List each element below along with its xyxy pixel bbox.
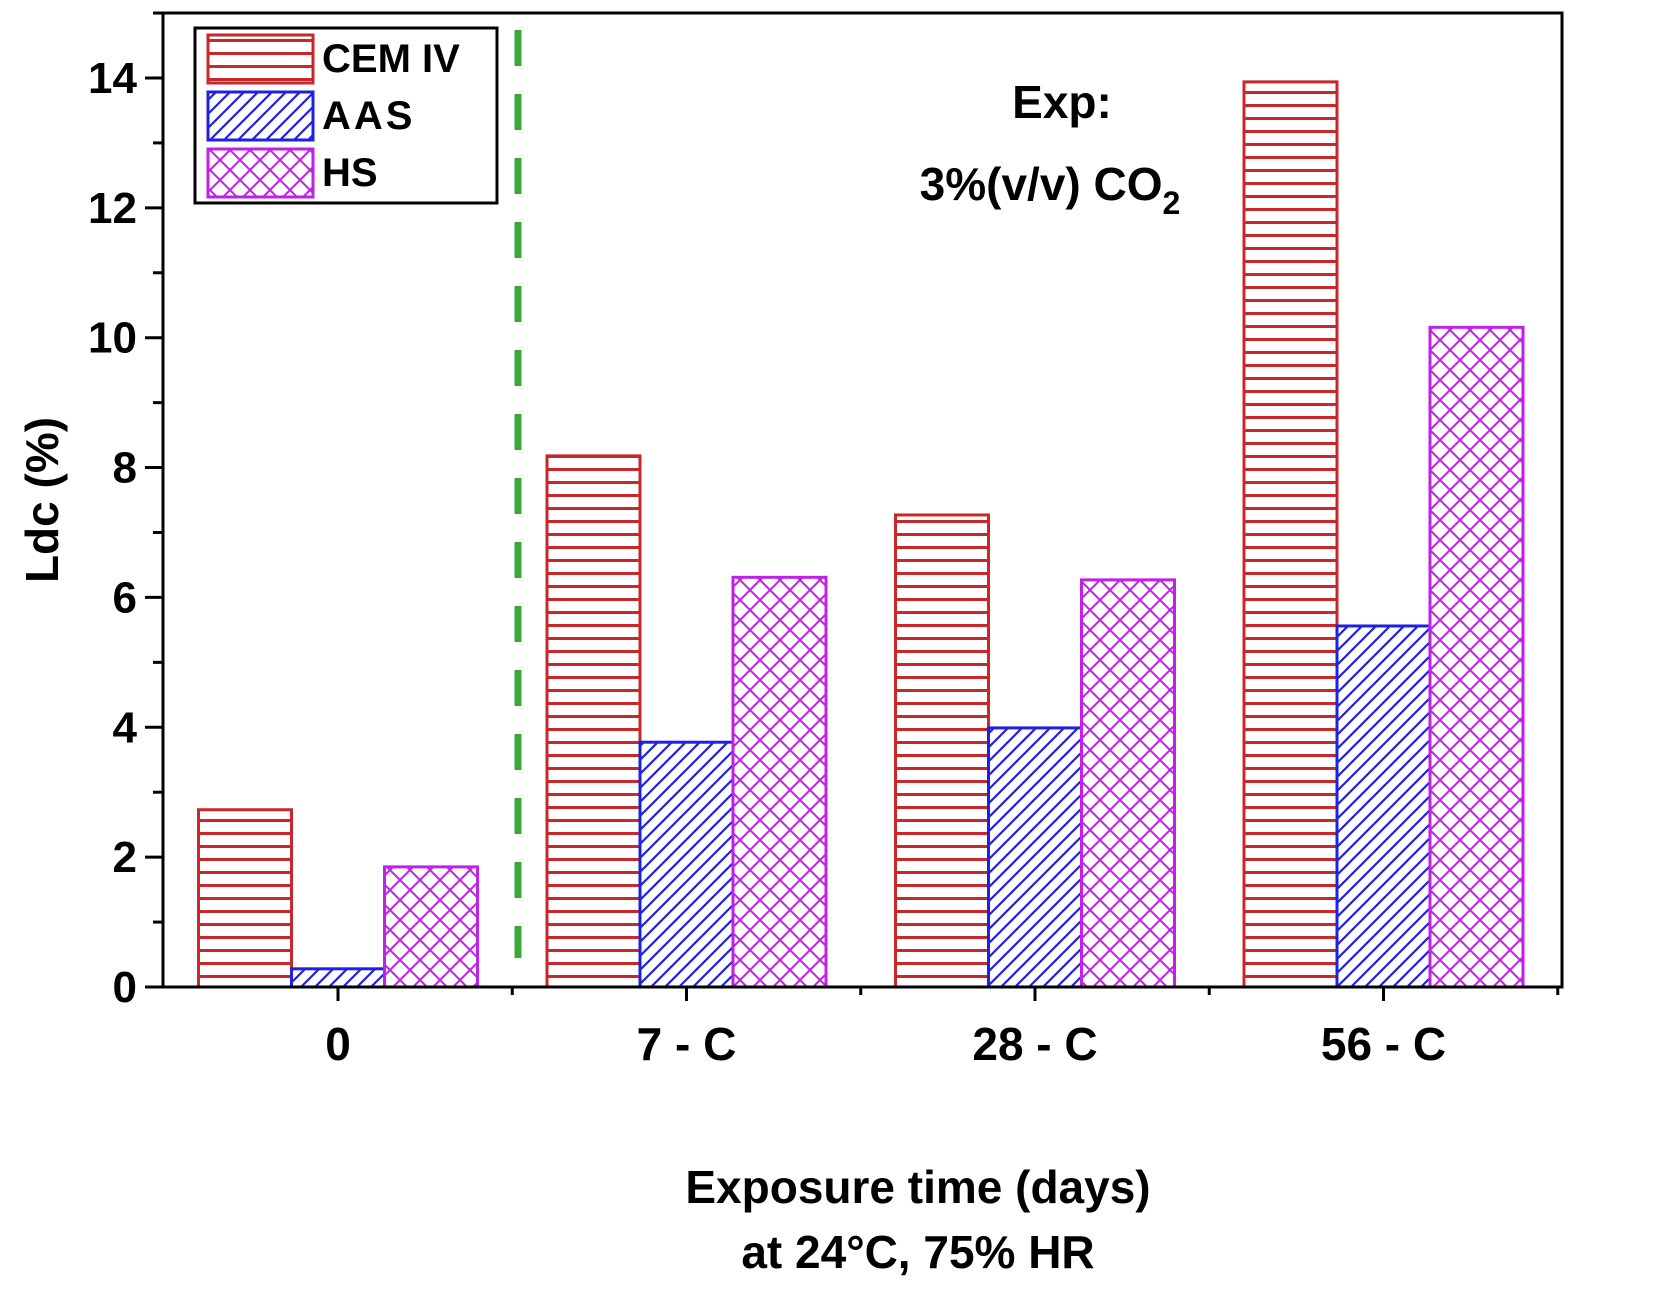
y-tick-label: 6 (113, 573, 137, 622)
bar-hs-28-C (1080, 578, 1176, 989)
annotation-line1: Exp: (1012, 76, 1112, 128)
y-tick-label: 14 (88, 54, 137, 103)
y-tick-label: 10 (88, 314, 137, 363)
y-axis-label: Ldc (%) (16, 417, 68, 583)
legend-label-hs: HS (322, 151, 378, 195)
legend: CEM IV AAS HS (193, 26, 499, 205)
x-tick-label: 0 (325, 1018, 351, 1070)
annotation-text: 3%(v/v) CO (920, 158, 1163, 210)
y-tick-label: 4 (113, 703, 138, 752)
legend-label-aas: AAS (322, 94, 415, 138)
annotation-line2: 3%(v/v) CO2 (920, 158, 1181, 221)
y-tick-label: 0 (113, 963, 137, 1012)
bar-cem-iv-0 (197, 808, 293, 989)
bar-aas-28-C (987, 726, 1083, 989)
bar-hs-7-C (731, 575, 828, 989)
legend-swatch-aas (206, 90, 315, 142)
bar-aas-0 (290, 967, 386, 989)
y-tick-label: 8 (113, 444, 137, 493)
bar-cem-iv-7-C (545, 454, 642, 989)
annotation-subscript: 2 (1163, 185, 1181, 221)
bar-cem-iv-28-C (894, 513, 990, 989)
x-tick-label: 56 - C (1321, 1018, 1446, 1070)
x-axis-label-conditions: at 24°C, 75% HR (741, 1226, 1094, 1278)
bar-cem-iv-56-C (1242, 80, 1339, 989)
x-tick-label: 28 - C (972, 1018, 1097, 1070)
legend-label-cem-iv: CEM IV (322, 37, 460, 81)
bar-aas-7-C (638, 740, 735, 989)
legend-swatch-cem-iv (206, 33, 315, 85)
y-tick-label: 2 (113, 833, 137, 882)
x-tick-label: 7 - C (637, 1018, 737, 1070)
legend-swatch-hs (206, 147, 315, 199)
y-tick-label: 12 (88, 184, 137, 233)
plot-frame (161, 11, 1564, 989)
x-axis-label: Exposure time (days) (685, 1161, 1150, 1213)
bar-aas-56-C (1335, 624, 1432, 989)
bar-hs-56-C (1428, 325, 1525, 989)
bar-hs-0 (383, 865, 479, 989)
